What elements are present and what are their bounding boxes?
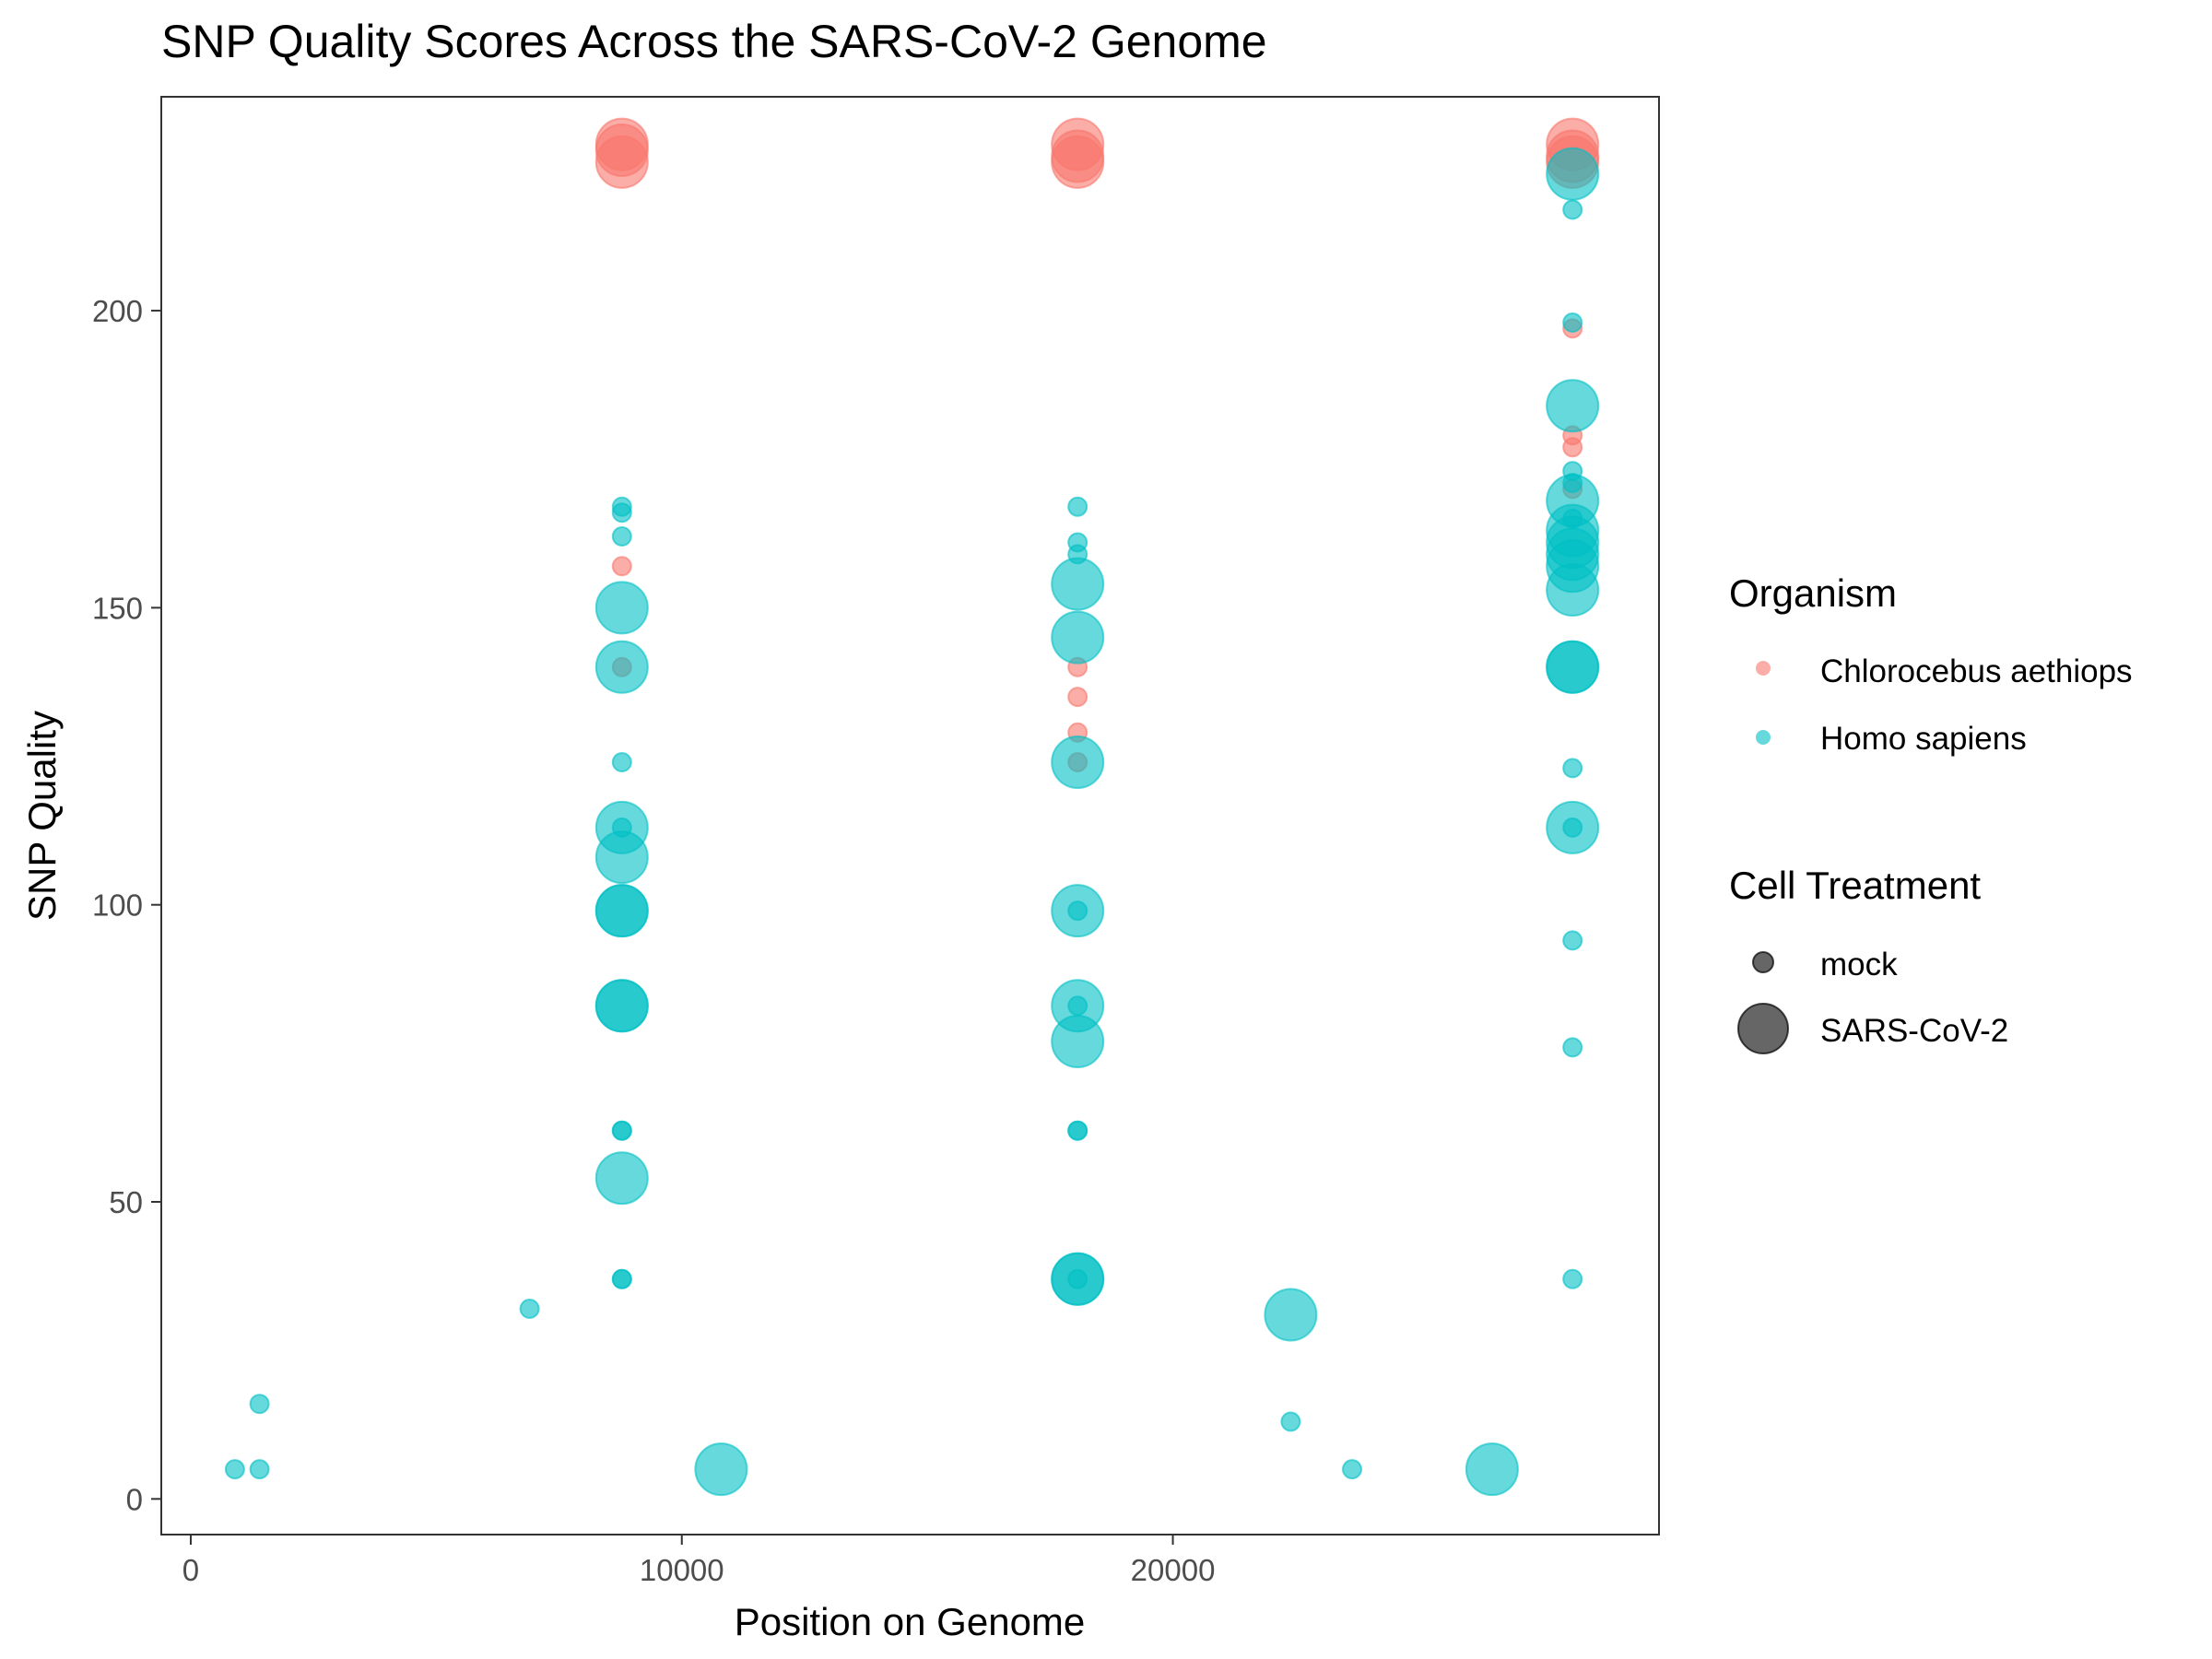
data-point-homo-sapiens-18 (1067, 496, 1088, 517)
y-tick-label: 150 (92, 591, 143, 625)
data-point-homo-sapiens-55 (224, 1459, 245, 1480)
data-point-homo-sapiens-28 (1051, 1015, 1105, 1068)
data-point-homo-sapiens-54 (1562, 1268, 1583, 1289)
data-point-homo-sapiens-27 (1067, 995, 1088, 1017)
legend-treatment-label-sars-cov-2: SARS-CoV-2 (1820, 1013, 2008, 1049)
data-point-homo-sapiens-46 (1546, 563, 1600, 617)
legend: Organism Chlorocebus aethiops Homo sapie… (1729, 571, 2133, 1054)
data-point-homo-sapiens-62 (1342, 1459, 1362, 1480)
data-point-homo-sapiens-61 (1280, 1411, 1301, 1432)
data-point-homo-sapiens-56 (249, 1459, 270, 1480)
legend-organism-title: Organism (1729, 571, 1897, 615)
data-point-homo-sapiens-52 (1562, 930, 1583, 951)
legend-organism-label-chlorocebus: Chlorocebus aethiops (1820, 653, 2133, 689)
data-point-homo-sapiens-10 (594, 884, 649, 938)
data-point-homo-sapiens-60 (1264, 1288, 1318, 1342)
data-point-homo-sapiens-25 (1067, 900, 1088, 922)
legend-treatment-title: Cell Treatment (1729, 864, 1981, 907)
data-point-homo-sapiens-49 (1562, 758, 1583, 779)
legend-organism-label-homo-sapiens: Homo sapiens (1820, 721, 2027, 757)
legend-treatment-key-mock (1752, 951, 1774, 973)
data-point-homo-sapiens-34 (1546, 147, 1600, 201)
data-point-homo-sapiens-35 (1562, 199, 1583, 220)
x-axis-title: Position on Genome (735, 1600, 1086, 1643)
points-layer (224, 117, 1600, 1497)
x-axis: 0 10000 20000 (182, 1535, 1216, 1587)
data-point-homo-sapiens-59 (694, 1442, 748, 1497)
chart-title: SNP Quality Scores Across the SARS-CoV-2… (161, 16, 1267, 67)
data-point-homo-sapiens-14 (611, 1120, 632, 1141)
data-point-homo-sapiens-58 (519, 1299, 540, 1319)
data-point-homo-sapiens-51 (1562, 817, 1583, 838)
data-point-homo-sapiens-22 (1051, 610, 1105, 665)
y-tick-label: 100 (92, 888, 143, 923)
data-point-chlorocebus-17 (1562, 437, 1583, 458)
data-point-homo-sapiens-17 (611, 1268, 632, 1289)
data-point-homo-sapiens-8 (594, 830, 649, 885)
x-tick-label: 20000 (1131, 1553, 1216, 1587)
data-point-homo-sapiens-30 (1067, 1120, 1088, 1141)
y-tick-label: 50 (109, 1185, 143, 1219)
data-point-chlorocebus-2 (594, 135, 649, 189)
x-tick-label: 10000 (640, 1553, 724, 1587)
data-point-homo-sapiens-63 (1465, 1442, 1519, 1497)
legend-organism-key-homo-sapiens (1756, 730, 1771, 745)
legend-treatment-key-sars-cov-2 (1737, 1003, 1789, 1054)
x-tick-label: 0 (182, 1553, 199, 1587)
y-tick-label: 200 (92, 294, 143, 328)
data-point-homo-sapiens-37 (1546, 379, 1600, 433)
data-point-chlorocebus-7 (1051, 135, 1105, 189)
data-point-homo-sapiens-21 (1051, 557, 1105, 611)
data-point-homo-sapiens-2 (611, 526, 632, 547)
data-point-chlorocebus-9 (1067, 687, 1088, 708)
y-tick-label: 0 (126, 1482, 143, 1516)
y-axis-title: SNP Quality (20, 711, 64, 921)
data-point-homo-sapiens-3 (594, 581, 649, 635)
data-point-homo-sapiens-53 (1562, 1037, 1583, 1058)
data-point-chlorocebus-3 (611, 556, 632, 577)
legend-organism-key-chlorocebus (1756, 661, 1771, 676)
legend-treatment-label-mock: mock (1820, 947, 1898, 982)
plot-panel-border (160, 96, 1660, 1535)
data-point-homo-sapiens-1 (611, 502, 632, 524)
data-point-homo-sapiens-5 (611, 752, 632, 772)
data-point-homo-sapiens-33 (1067, 1268, 1088, 1289)
data-point-homo-sapiens-12 (594, 979, 649, 1033)
data-point-homo-sapiens-48 (1546, 640, 1600, 694)
y-axis: 0 50 100 150 200 (92, 294, 161, 1516)
data-point-homo-sapiens-57 (249, 1394, 270, 1415)
data-point-homo-sapiens-15 (594, 1151, 649, 1206)
data-point-homo-sapiens-36 (1562, 312, 1583, 333)
plot-background (161, 97, 1659, 1535)
data-point-homo-sapiens-4 (594, 640, 649, 694)
data-point-homo-sapiens-23 (1051, 735, 1105, 789)
